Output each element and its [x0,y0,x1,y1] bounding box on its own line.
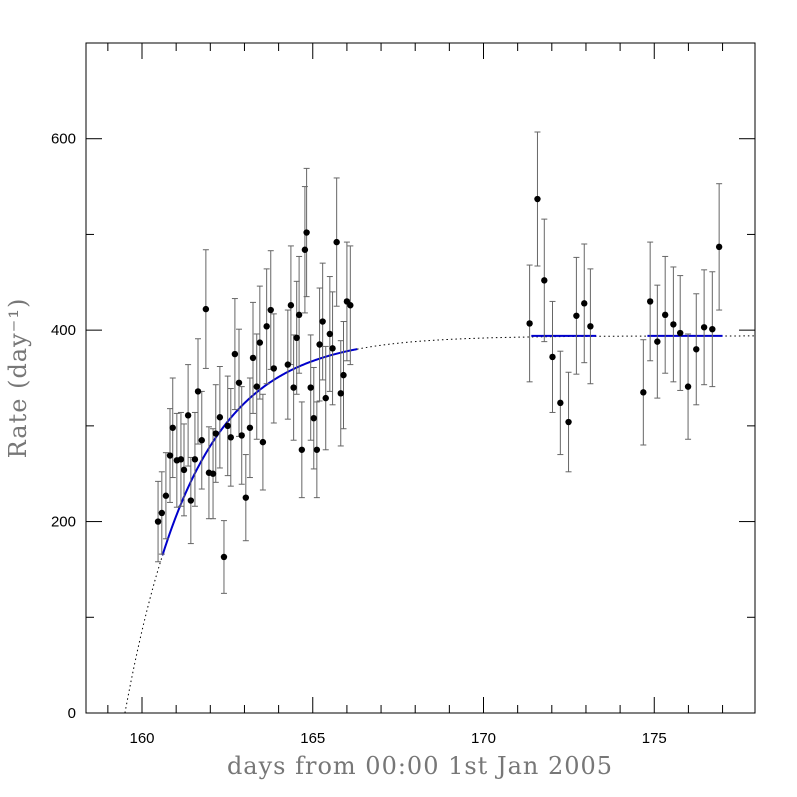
data-point [313,446,321,453]
data-point [220,553,228,561]
data-point [194,388,202,395]
y-tick-label: 600 [51,131,76,148]
data-point [565,418,572,426]
data-point [180,466,188,474]
data-point [709,325,716,333]
data-point [700,324,708,331]
data-point [224,422,231,430]
x-tick-label: 165 [300,730,325,747]
data-point [333,238,340,246]
data-point [187,497,195,504]
data-point [654,338,661,345]
data-point [347,302,354,309]
data-point [295,311,303,319]
data-point [162,492,170,499]
data-point [259,438,267,446]
data-point [557,399,564,407]
data-point [581,300,588,307]
data-point [270,365,278,372]
data-point [209,470,217,477]
data-point [573,312,580,319]
data-point [326,330,334,338]
x-tick-label: 175 [642,730,667,747]
data-point [534,195,541,203]
data-point [227,434,234,441]
data-point [715,243,723,251]
data-point [670,321,677,328]
data-point [256,339,264,346]
y-tick-label: 200 [51,514,76,531]
data-point [191,456,199,463]
data-point [684,383,692,390]
data-point [340,371,347,379]
data-point [284,361,292,368]
data-point [158,509,166,517]
data-point [549,353,556,361]
data-point [290,384,297,391]
data-point [646,298,654,305]
data-point [231,350,239,358]
plot-frame [85,42,756,714]
data-point [640,389,647,396]
data-point [242,494,250,501]
data-point [166,452,174,459]
data-point [216,414,224,421]
data-point [307,384,314,391]
data-point [322,394,329,402]
y-axis-label: Rate (day⁻¹) [4,298,32,459]
data-point [693,346,700,353]
data-point [198,437,205,444]
data-point [177,456,185,463]
x-tick-label: 160 [129,730,154,747]
data-point [526,320,533,327]
data-point [298,446,306,453]
data-point [184,412,192,419]
data-point [541,277,548,284]
data-point [316,341,323,348]
data-point [337,390,344,397]
data-point [293,334,300,341]
data-point [587,323,594,330]
data-point [202,305,210,313]
data-point [212,430,219,437]
data-point [154,518,162,525]
data-point [235,379,243,386]
data-point [169,424,176,431]
data-point [677,329,684,337]
data-point [246,424,254,431]
data-point [263,323,270,330]
x-axis-label: days from 00:00 1st Jan 2005 [227,752,613,780]
data-point [319,318,326,325]
data-point [303,229,310,236]
data-point [249,354,257,362]
y-tick-label: 400 [51,322,76,339]
x-tick-label: 170 [471,730,496,747]
data-point [238,432,245,439]
data-point [329,345,336,352]
data-point [267,306,274,314]
data-point [301,246,309,253]
data-point [661,311,669,319]
data-point [310,415,317,422]
data-point [253,383,260,390]
data-point [287,302,295,309]
y-tick-label: 0 [68,705,76,722]
